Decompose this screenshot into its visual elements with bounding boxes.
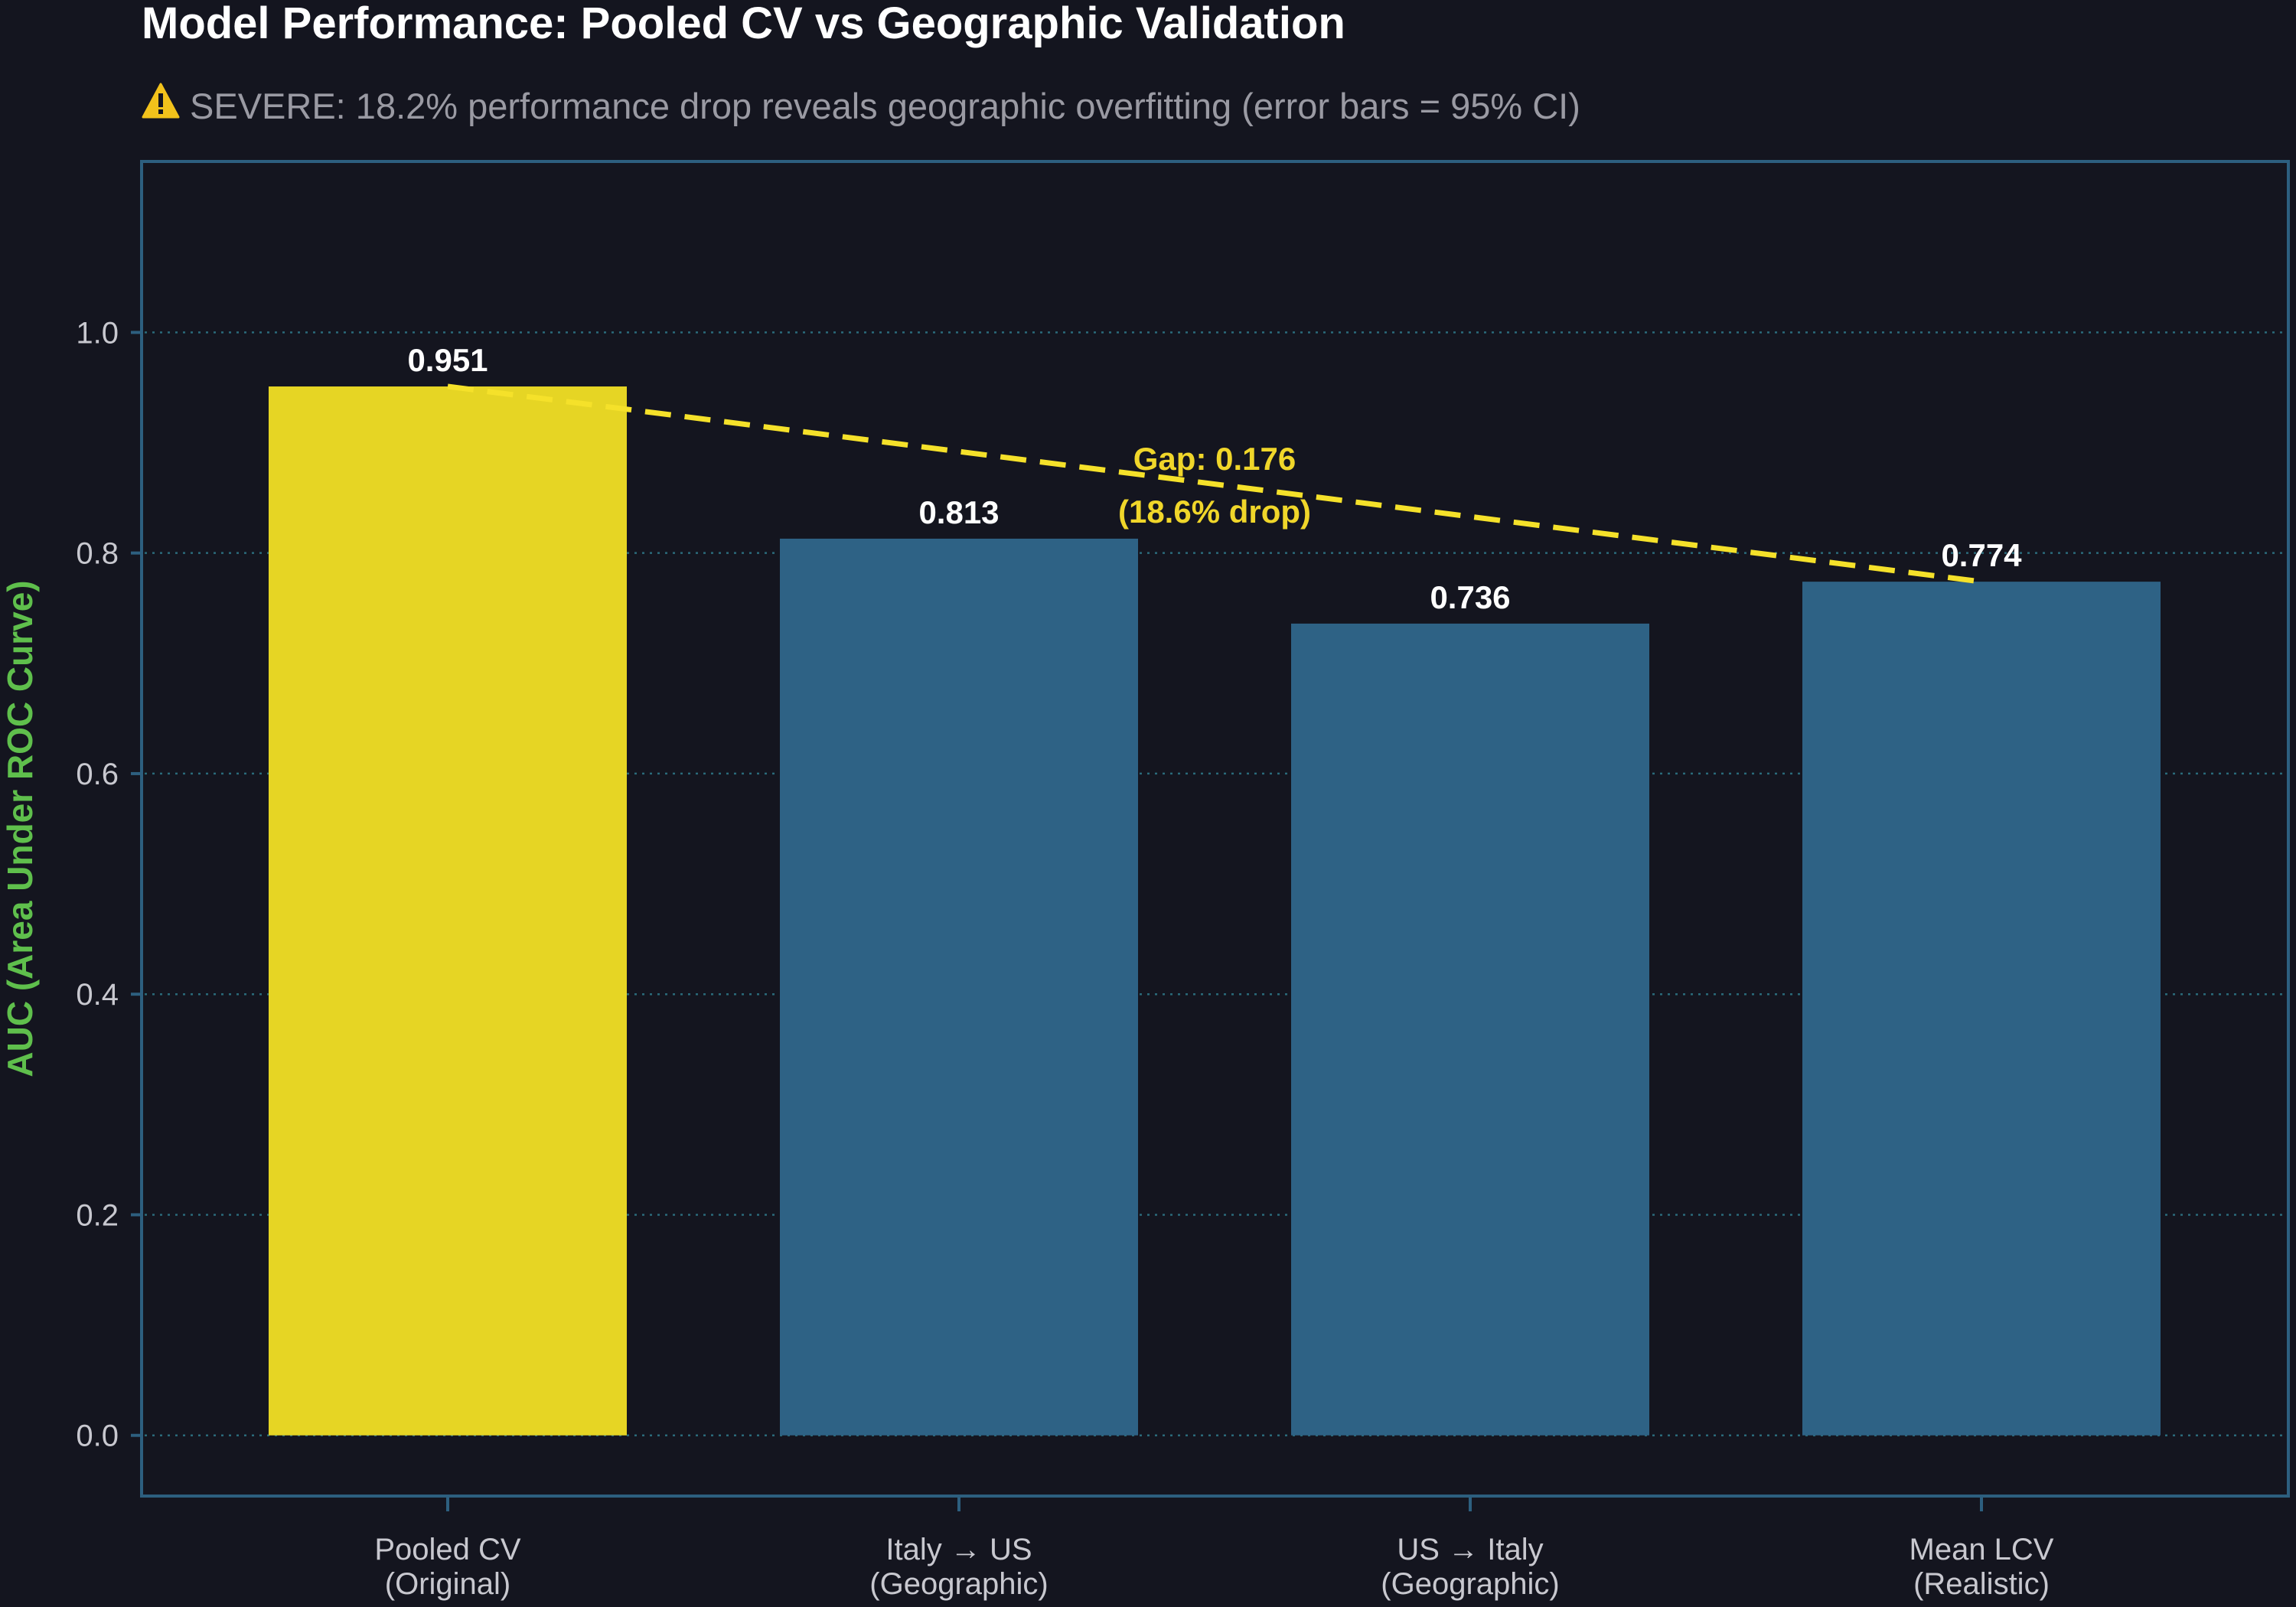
x-tick-label: Italy → US bbox=[885, 1533, 1032, 1566]
chart-subtitle-group: SEVERE: 18.2% performance drop reveals g… bbox=[142, 83, 1580, 126]
y-tick-label: 0.4 bbox=[76, 978, 119, 1012]
x-tick-label: Mean LCV bbox=[1910, 1533, 2054, 1566]
y-tick-label: 1.0 bbox=[76, 316, 119, 350]
x-tick-label: (Realistic) bbox=[1913, 1567, 2050, 1601]
gap-line bbox=[447, 383, 1982, 585]
value-label: 0.813 bbox=[918, 494, 999, 530]
bar bbox=[269, 386, 627, 1436]
x-tick-label: US → Italy bbox=[1397, 1533, 1543, 1566]
plot-frame bbox=[140, 160, 2290, 1498]
x-tick-label: (Geographic) bbox=[1381, 1567, 1559, 1601]
y-tick-label: 0.2 bbox=[76, 1198, 119, 1232]
gap-annotation: Gap: 0.176 (18.6% drop) bbox=[1118, 441, 1311, 530]
y-tick-label: 0.0 bbox=[76, 1420, 119, 1453]
gap-annotation-line-1: Gap: 0.176 bbox=[1133, 441, 1296, 477]
chart-subtitle: SEVERE: 18.2% performance drop reveals g… bbox=[190, 86, 1580, 126]
bar bbox=[1291, 623, 1649, 1436]
warning-icon bbox=[142, 83, 180, 119]
x-axis: Pooled CV(Original)Italy → US(Geographic… bbox=[374, 1496, 2054, 1601]
y-axis-label: AUC (Area Under ROC Curve) bbox=[0, 580, 40, 1077]
gap-line-group bbox=[447, 383, 1982, 585]
bars bbox=[269, 386, 2161, 1436]
x-tick-label: (Original) bbox=[385, 1567, 510, 1601]
bar bbox=[1802, 582, 2161, 1436]
x-tick-label: Pooled CV bbox=[374, 1533, 521, 1566]
value-label: 0.736 bbox=[1430, 579, 1510, 615]
value-labels: 0.951 0.813 0.736 0.774 bbox=[407, 342, 2022, 615]
y-tick-label: 0.8 bbox=[76, 537, 119, 571]
gap-annotation-line-2: (18.6% drop) bbox=[1118, 494, 1311, 530]
value-label: 0.774 bbox=[1941, 537, 2022, 573]
x-tick-label: (Geographic) bbox=[869, 1567, 1048, 1601]
chart-title: Model Performance: Pooled CV vs Geograph… bbox=[142, 0, 1345, 48]
y-axis: 0.0 0.2 0.4 0.6 0.8 1.0 bbox=[76, 316, 142, 1453]
bar bbox=[780, 538, 1138, 1436]
value-label: 0.951 bbox=[407, 342, 488, 378]
y-tick-label: 0.6 bbox=[76, 758, 119, 791]
